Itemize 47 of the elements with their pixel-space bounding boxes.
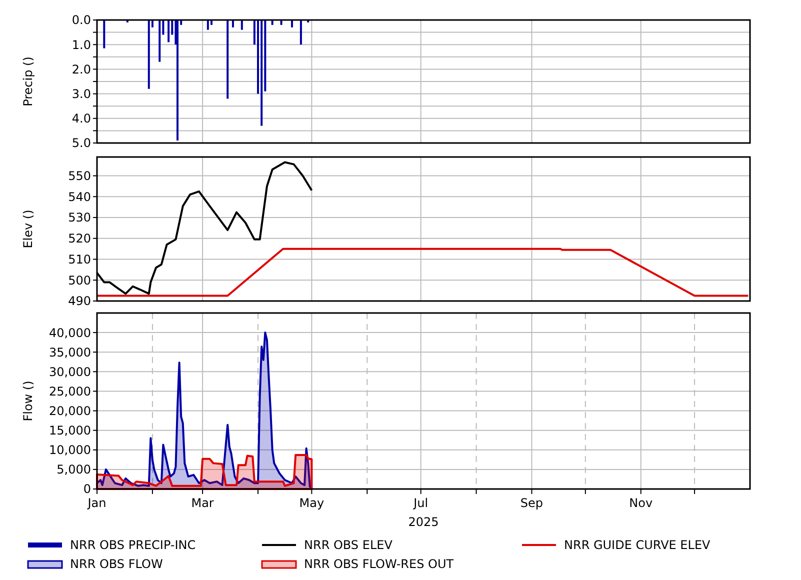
y-tick-label: 0 xyxy=(83,482,91,496)
y-axis-title: Precip () xyxy=(21,56,35,106)
y-tick-label: 4.0 xyxy=(72,112,91,126)
bar xyxy=(260,20,263,126)
y-tick-label: 500 xyxy=(68,273,91,288)
bar xyxy=(168,20,170,42)
bar xyxy=(226,20,229,99)
y-axis-title: Elev () xyxy=(21,210,35,248)
bar xyxy=(206,20,209,30)
bar xyxy=(158,20,161,62)
y-tick-label: 30,000 xyxy=(49,364,91,379)
x-tick-label: Jul xyxy=(412,496,428,510)
y-axis-title: Flow () xyxy=(21,380,35,422)
bar xyxy=(300,20,302,45)
legend-label: NRR GUIDE CURVE ELEV xyxy=(564,538,712,552)
y-tick-label: 40,000 xyxy=(49,326,91,340)
y-tick-label: 25,000 xyxy=(49,384,91,398)
x-tick-label: Nov xyxy=(629,496,653,510)
y-tick-label: 0.0 xyxy=(72,13,91,28)
x-axis-title: 2025 xyxy=(408,515,439,529)
bar xyxy=(240,20,243,30)
y-tick-label: 520 xyxy=(68,232,91,246)
y-tick-label: 10,000 xyxy=(49,443,91,458)
bar xyxy=(176,20,179,141)
y-tick-label: 15,000 xyxy=(49,424,91,438)
y-tick-label: 530 xyxy=(68,210,91,225)
legend-label: NRR OBS FLOW-RES OUT xyxy=(304,557,454,572)
x-tick-label: Mar xyxy=(191,496,214,510)
legend-label: NRR OBS FLOW xyxy=(70,557,163,572)
legend-label: NRR OBS PRECIP-INC xyxy=(70,538,196,552)
bar xyxy=(103,20,106,48)
y-tick-label: 490 xyxy=(68,294,91,308)
legend-label: NRR OBS ELEV xyxy=(304,538,394,552)
y-tick-label: 5,000 xyxy=(56,462,91,477)
y-tick-label: 1.0 xyxy=(72,38,91,52)
y-tick-label: 35,000 xyxy=(49,345,91,360)
bar xyxy=(148,20,150,89)
y-tick-label: 540 xyxy=(68,190,91,204)
y-tick-label: 3.0 xyxy=(72,87,91,101)
y-tick-label: 5.0 xyxy=(72,136,91,150)
x-tick-label: Sep xyxy=(520,496,544,510)
y-tick-label: 20,000 xyxy=(49,404,91,418)
x-tick-label: May xyxy=(299,496,324,510)
x-tick-label: Jan xyxy=(86,496,106,510)
y-tick-label: 510 xyxy=(68,252,91,266)
y-tick-label: 2.0 xyxy=(72,62,91,76)
y-tick-label: 550 xyxy=(68,168,91,183)
